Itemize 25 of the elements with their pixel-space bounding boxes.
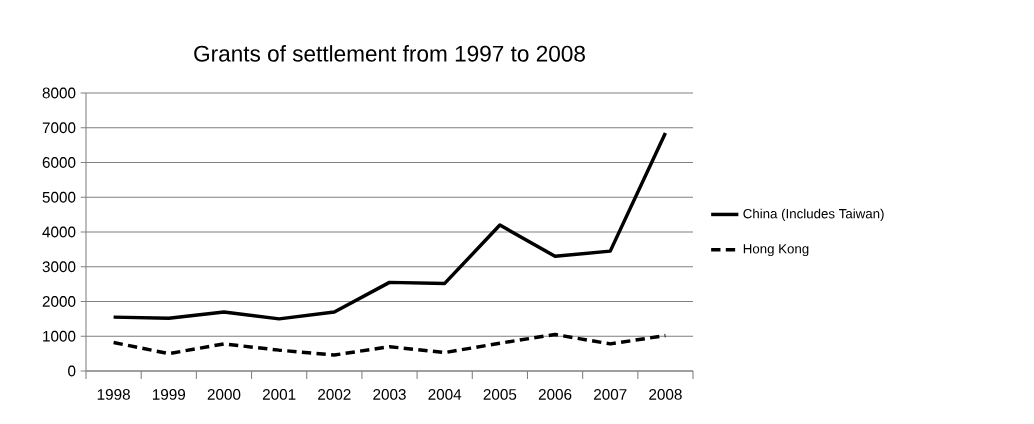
x-tick-label: 2006 xyxy=(538,389,572,400)
y-tick-label: 5000 xyxy=(42,191,76,203)
x-tick-label: 2000 xyxy=(207,389,241,400)
y-tick-label: 4000 xyxy=(42,226,76,238)
y-tick-label: 0 xyxy=(68,365,76,377)
legend-label: Hong Kong xyxy=(743,244,809,257)
x-tick-label: 2004 xyxy=(428,389,462,400)
line-series xyxy=(111,332,668,357)
chart-title: Grants of settlement from 1997 to 2008 xyxy=(194,45,585,62)
x-tick-label: 2008 xyxy=(649,389,682,400)
x-tick-label: 2003 xyxy=(373,389,406,400)
x-tick-label: 2002 xyxy=(318,389,351,400)
y-tick-label: 1000 xyxy=(43,330,76,342)
x-tick-label: 1998 xyxy=(97,389,130,400)
y-tick-label: 3000 xyxy=(42,261,76,273)
line-series xyxy=(111,131,668,321)
y-tick-label: 2000 xyxy=(42,296,76,307)
y-tick-label: 8000 xyxy=(42,87,76,99)
x-tick-label: 2005 xyxy=(483,389,517,400)
x-tick-label: 2007 xyxy=(594,389,627,400)
x-tick-label: 1999 xyxy=(152,389,186,400)
x-tick-label: 2001 xyxy=(262,389,296,400)
legend-label: China (Includes Taiwan) xyxy=(743,208,884,222)
y-tick-label: 6000 xyxy=(42,157,76,168)
y-tick-label: 7000 xyxy=(42,122,76,134)
